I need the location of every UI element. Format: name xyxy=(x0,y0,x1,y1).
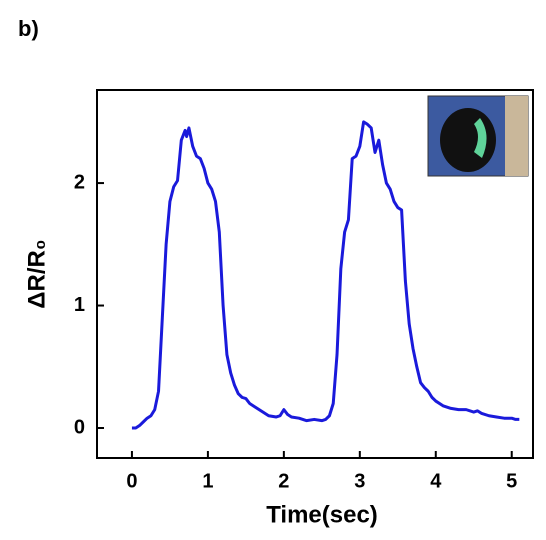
x-axis-label: Time(sec) xyxy=(266,501,378,528)
x-tick-label: 4 xyxy=(430,470,442,492)
plot-frame xyxy=(96,89,534,459)
panel-label: b) xyxy=(18,16,39,41)
x-tick-label: 5 xyxy=(506,470,517,492)
inset-photo xyxy=(427,95,529,177)
x-tick-label: 2 xyxy=(278,470,289,492)
y-tick-label: 1 xyxy=(74,294,85,316)
y-tick-label: 0 xyxy=(74,416,85,438)
y-tick-label: 2 xyxy=(74,171,85,193)
x-tick-label: 0 xyxy=(126,470,137,492)
y-axis-label: ΔR/R₀ xyxy=(23,239,50,308)
x-tick-label: 3 xyxy=(354,470,365,492)
x-tick-label: 1 xyxy=(202,470,213,492)
data-line xyxy=(131,120,520,430)
